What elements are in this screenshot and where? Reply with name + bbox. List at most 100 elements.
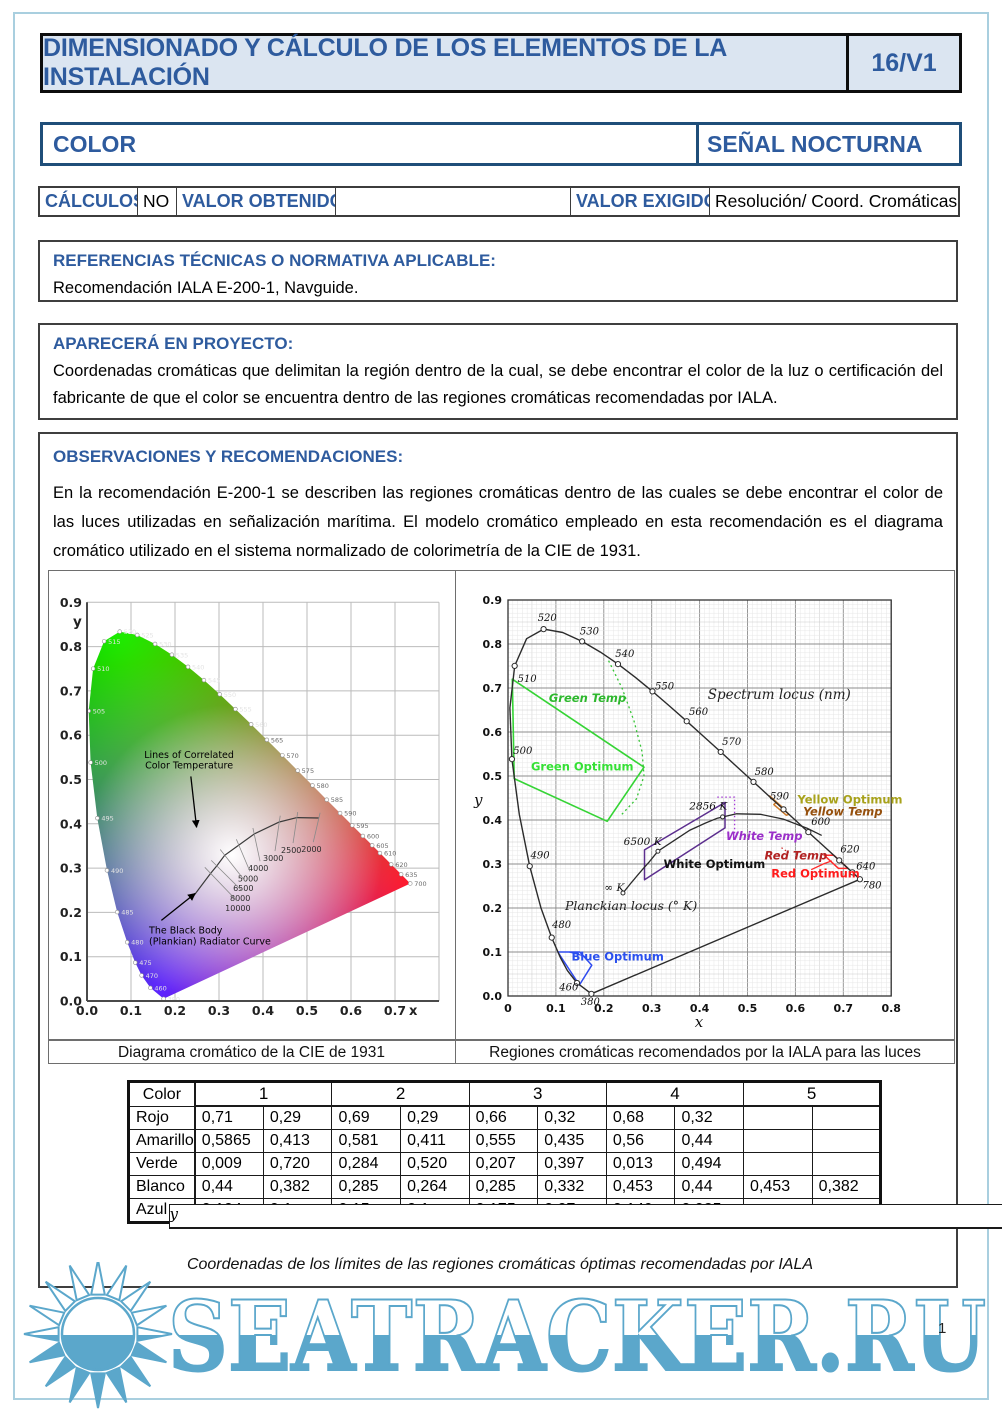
- page-number: 1: [938, 1320, 947, 1337]
- svg-text:0.7: 0.7: [483, 682, 503, 695]
- svg-text:3000: 3000: [263, 854, 283, 863]
- svg-text:0.8: 0.8: [881, 1002, 901, 1015]
- svg-text:515: 515: [108, 638, 120, 646]
- observaciones-title: OBSERVACIONES Y RECOMENDACIONES:: [53, 447, 404, 466]
- svg-text:0.4: 0.4: [60, 816, 82, 831]
- svg-text:Yellow Temp: Yellow Temp: [803, 805, 882, 819]
- main-header: DIMENSIONADO Y CÁLCULO DE LOS ELEMENTOS …: [40, 33, 962, 93]
- svg-text:575: 575: [302, 767, 314, 775]
- svg-text:The Black Body: The Black Body: [148, 926, 223, 937]
- svg-text:x: x: [409, 1004, 418, 1019]
- svg-text:585: 585: [331, 796, 343, 804]
- svg-text:520: 520: [124, 628, 136, 636]
- signal-type-label: SEÑAL NOCTURNA: [696, 125, 959, 163]
- coord-value-cell: [811, 1106, 882, 1130]
- svg-text:Blue Optimum: Blue Optimum: [572, 949, 664, 963]
- svg-text:610: 610: [384, 850, 396, 858]
- coord-value-cell: 0,520: [400, 1152, 470, 1176]
- coord-value-cell: 0,285: [468, 1175, 539, 1199]
- coord-value-cell: 0,009: [194, 1152, 264, 1176]
- svg-text:530: 530: [580, 626, 600, 637]
- coord-value-cell: 0,413: [262, 1129, 333, 1153]
- svg-text:2500: 2500: [281, 846, 301, 855]
- region-white-optimum: [643, 801, 726, 881]
- svg-text:0.9: 0.9: [60, 595, 82, 610]
- svg-text:0.5: 0.5: [296, 1003, 318, 1018]
- coord-value-cell: 0,382: [811, 1175, 882, 1199]
- svg-text:480: 480: [551, 920, 572, 931]
- svg-text:0.8: 0.8: [483, 638, 503, 651]
- color-name-cell: Blanco: [127, 1175, 196, 1199]
- coord-value-cell: 0,285: [331, 1175, 402, 1199]
- svg-text:0.0: 0.0: [76, 1003, 98, 1018]
- coord-value-cell: 0,29: [262, 1106, 333, 1130]
- coord-value-cell: 0,494: [674, 1152, 745, 1176]
- svg-text:510: 510: [518, 674, 538, 685]
- coord-value-cell: 0,453: [743, 1175, 813, 1199]
- coord-value-cell: 0,382: [262, 1175, 333, 1199]
- svg-text:0.6: 0.6: [483, 726, 503, 739]
- coord-value-cell: 0,32: [537, 1106, 607, 1130]
- svg-text:Spectrum locus (nm): Spectrum locus (nm): [708, 687, 851, 703]
- coord-value-cell: [743, 1152, 813, 1176]
- coords-table-group: 4: [605, 1081, 745, 1106]
- region-white-temp: [717, 796, 736, 835]
- svg-text:460: 460: [558, 982, 579, 993]
- svg-text:Green Temp: Green Temp: [549, 691, 626, 705]
- svg-text:380: 380: [168, 995, 180, 1003]
- referencias-box: REFERENCIAS TÉCNICAS O NORMATIVA APLICAB…: [38, 240, 958, 302]
- valor-exigido-label: VALOR EXIGIDO: [570, 188, 709, 215]
- coords-table-row: Amarillo 0,5865 0,413 0,581 0,411 0,555 0,435 0…: [127, 1129, 882, 1153]
- svg-text:700: 700: [414, 880, 426, 888]
- svg-text:6500 K: 6500 K: [624, 836, 663, 848]
- coord-value-cell: 0,284: [331, 1152, 402, 1176]
- svg-text:0.2: 0.2: [60, 905, 82, 920]
- coords-table-corner: Color: [127, 1081, 196, 1107]
- svg-text:545: 545: [208, 677, 220, 685]
- svg-text:5000: 5000: [238, 874, 258, 883]
- svg-text:530: 530: [159, 640, 171, 648]
- svg-text:0.7: 0.7: [384, 1003, 406, 1018]
- valor-obtenido-value: [335, 188, 570, 215]
- coord-value-cell: 0,207: [468, 1152, 539, 1176]
- svg-text:570: 570: [722, 737, 742, 748]
- coord-value-cell: 0,555: [468, 1129, 539, 1153]
- coord-value-cell: 0,264: [400, 1175, 470, 1199]
- svg-text:640: 640: [856, 861, 876, 872]
- cie-diagram-figure: 2000 2500 3000 4000 5000 6500 8000 10000 380 460 4…: [49, 571, 454, 1039]
- coord-value-cell: 0,397: [537, 1152, 607, 1176]
- coord-value-cell: 0,44: [194, 1175, 264, 1199]
- svg-text:540: 540: [192, 663, 204, 671]
- proyecto-title: APARECERÁ EN PROYECTO:: [53, 334, 294, 353]
- svg-text:0.9: 0.9: [483, 594, 503, 607]
- proyecto-box: APARECERÁ EN PROYECTO: Coordenadas cromá…: [38, 323, 958, 420]
- coord-value-cell: 0,435: [537, 1129, 607, 1153]
- coord-value-cell: [811, 1129, 882, 1153]
- coord-value-cell: [811, 1152, 882, 1176]
- svg-text:0.2: 0.2: [594, 1002, 614, 1015]
- svg-text:525: 525: [141, 631, 153, 639]
- svg-text:0.5: 0.5: [483, 770, 503, 783]
- svg-text:590: 590: [344, 810, 356, 818]
- region-green-temp: [608, 660, 645, 816]
- svg-text:10000: 10000: [225, 904, 250, 913]
- coord-value-cell: 0,5865: [194, 1129, 264, 1153]
- svg-text:475: 475: [139, 959, 151, 967]
- svg-text:600: 600: [367, 832, 379, 840]
- coord-value-cell: 0,720: [262, 1152, 333, 1176]
- caption-divider: [49, 1039, 954, 1041]
- color-name-cell: Rojo: [127, 1106, 196, 1130]
- coord-value-cell: 0,332: [537, 1175, 607, 1199]
- svg-text:0.1: 0.1: [483, 946, 503, 959]
- coord-value-cell: [743, 1129, 813, 1153]
- coord-value-cell: [743, 1106, 813, 1130]
- coord-value-cell: 0,44: [674, 1129, 745, 1153]
- svg-text:0: 0: [504, 1002, 512, 1015]
- svg-text:0.4: 0.4: [252, 1003, 274, 1018]
- svg-text:635: 635: [405, 871, 417, 879]
- sun-logo-icon: [23, 1262, 173, 1409]
- coord-value-cell: 0,71: [194, 1106, 264, 1130]
- coords-table-row: Verde 0,009 0,720 0,284 0,520 0,207 0,397 0,013…: [127, 1152, 882, 1176]
- coords-table-subheader: y: [168, 1203, 1002, 1229]
